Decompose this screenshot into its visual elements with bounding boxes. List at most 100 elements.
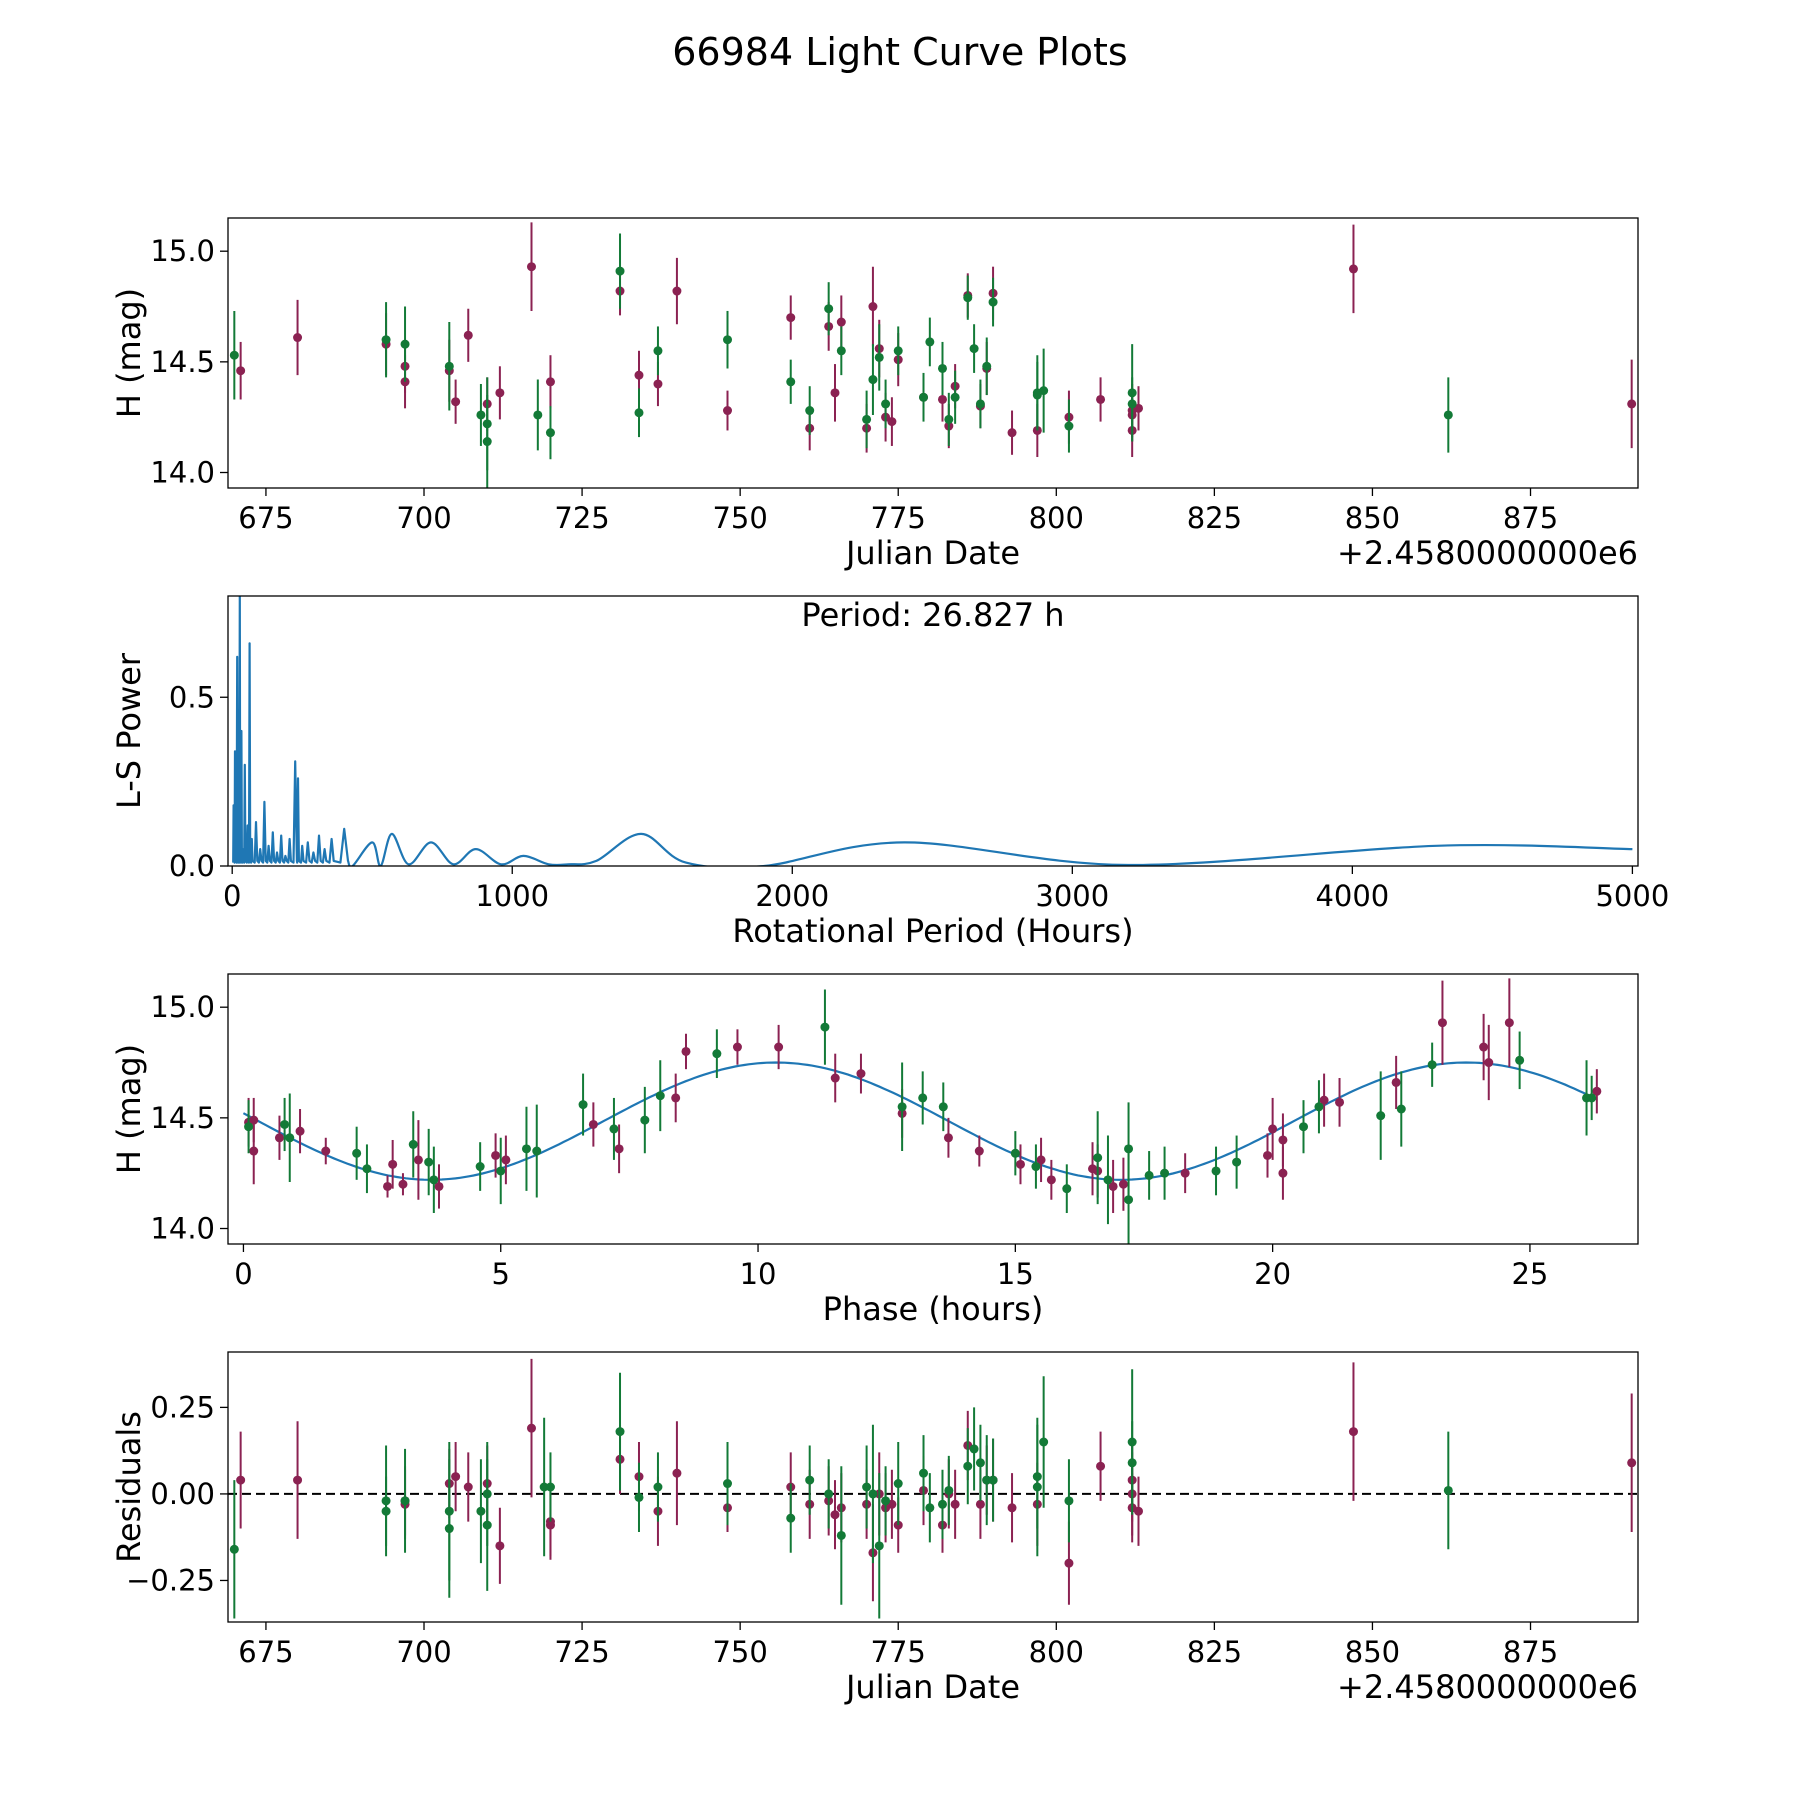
panel-lightcurve-data-point [672, 286, 682, 296]
panel-residuals-frame [227, 1351, 1639, 1623]
panel-phase-data-point [434, 1181, 444, 1191]
panel-periodogram-power-line [232, 596, 1633, 866]
panel-phase-xtick-label: 5 [492, 1257, 510, 1291]
panel-lightcurve-data-point [1007, 428, 1017, 438]
panel-lightcurve-data-point [545, 377, 555, 387]
panel-lightcurve-data-point [868, 375, 878, 385]
panel-phase-data-point [974, 1146, 984, 1156]
panel-phase-series-filter-b [244, 989, 1597, 1244]
panel-phase-data-point [943, 1133, 953, 1143]
panel-lightcurve-data-point [919, 392, 929, 402]
panel-phase-ytick-label: 15.0 [150, 990, 215, 1024]
panel-lightcurve-data-point [893, 346, 903, 356]
panel-lightcurve-frame [227, 217, 1639, 489]
panel-lightcurve-x-offset-text: +2.4580000000e6 [1337, 534, 1638, 572]
panel-lightcurve-data-point [975, 399, 985, 409]
panel-periodogram: Period: 26.827 h 0 1000 2000 3000 4000 5000 0.0… [110, 595, 1669, 950]
panel-lightcurve-data-point [830, 388, 840, 398]
panel-phase-data-point [681, 1046, 691, 1056]
panel-lightcurve-data-point [1096, 394, 1106, 404]
panel-lightcurve-data-point [937, 363, 947, 373]
panel-periodogram-xtick-label: 2000 [755, 879, 829, 913]
panel-lightcurve-data-point [723, 406, 733, 416]
panel-lightcurve-data-point [495, 388, 505, 398]
panel-lightcurve-data-point [653, 346, 663, 356]
panel-phase-data-point [1479, 1042, 1489, 1052]
panel-residuals-data-point [1064, 1558, 1074, 1568]
panel-phase-data-point [1103, 1175, 1113, 1185]
panel-phase-data-point [588, 1119, 598, 1129]
panel-residuals-xtick-label: 800 [1029, 1635, 1084, 1669]
panel-residuals: 675 700 725 750 775 800 825 850 875 −0.25 0.00 0.25… [110, 1351, 1639, 1706]
panel-residuals-data-point [444, 1506, 454, 1516]
panel-phase-model-curve [242, 1061, 1598, 1181]
panel-residuals-data-point [937, 1499, 947, 1509]
panel-periodogram-frame [227, 595, 1639, 867]
panel-phase-data-point [671, 1093, 681, 1103]
panel-phase-plot-area [242, 978, 1602, 1244]
panel-residuals-data-point [482, 1489, 492, 1499]
panel-lightcurve-data-point [887, 417, 897, 427]
panel-phase-data-point [244, 1122, 254, 1132]
panel-phase-data-point [1504, 1018, 1514, 1028]
panel-periodogram-xtick-label: 5000 [1595, 879, 1669, 913]
panel-residuals-data-point [830, 1510, 840, 1520]
panel-residuals-xtick-label: 675 [238, 1635, 293, 1669]
panel-phase-data-point [1093, 1153, 1103, 1163]
panel-phase-ytick-label: 14.0 [150, 1212, 215, 1246]
panel-phase-data-point [496, 1166, 506, 1176]
panel-lightcurve-data-point [723, 335, 733, 345]
panel-phase-data-point [1278, 1168, 1288, 1178]
panel-phase-frame [227, 973, 1639, 1245]
panel-lightcurve-ytick-label: 14.0 [150, 456, 215, 490]
panel-lightcurve-data-point [463, 330, 473, 340]
panel-residuals-xtick-label: 825 [1187, 1635, 1242, 1669]
panel-residuals-data-point [969, 1444, 979, 1454]
panel-periodogram-period-annotation: Period: 26.827 h [801, 596, 1064, 634]
panel-residuals-ytick-label: −0.25 [126, 1563, 215, 1597]
panel-lightcurve-data-point [653, 379, 663, 389]
panel-residuals-data-point [545, 1520, 555, 1530]
panel-phase-data-point [388, 1159, 398, 1169]
panel-periodogram-plot-area [232, 596, 1633, 866]
panel-lightcurve-data-point [451, 397, 461, 407]
panel-lightcurve-plot-area [229, 222, 1637, 488]
panel-lightcurve-data-point [615, 266, 625, 276]
panel-residuals-data-point [400, 1496, 410, 1506]
panel-lightcurve-xtick-label: 700 [396, 501, 451, 535]
panel-lightcurve-xtick-label: 675 [238, 501, 293, 535]
panel-lightcurve-data-point [836, 346, 846, 356]
panel-lightcurve-ytick-label: 15.0 [150, 234, 215, 268]
panel-residuals-data-point [1096, 1461, 1106, 1471]
panel-phase-data-point [897, 1102, 907, 1112]
panel-residuals-data-point [944, 1485, 954, 1495]
panel-phase-data-point [609, 1124, 619, 1134]
panel-phase-data-point [424, 1157, 434, 1167]
panel-phase-data-point [1062, 1184, 1072, 1194]
panel-residuals-xtick-label: 775 [871, 1635, 926, 1669]
panel-phase-data-point [1391, 1077, 1401, 1087]
panel-residuals-data-point [963, 1461, 973, 1471]
panel-residuals-data-point [1032, 1482, 1042, 1492]
panel-lightcurve-data-point [805, 406, 815, 416]
panel-phase-data-point [491, 1150, 501, 1160]
panel-residuals-data-point [988, 1475, 998, 1485]
panel-lightcurve-xtick-label: 850 [1345, 501, 1400, 535]
panel-phase-xtick-label: 0 [234, 1257, 252, 1291]
panel-residuals-data-point [1039, 1437, 1049, 1447]
panel-lightcurve-xlabel: Julian Date [844, 534, 1020, 572]
panel-residuals-data-point [615, 1427, 625, 1437]
panel-periodogram-xtick-label: 1000 [475, 879, 549, 913]
panel-residuals-data-point [229, 1544, 239, 1554]
panel-lightcurve-xtick-label: 750 [712, 501, 767, 535]
panel-phase-data-point [295, 1126, 305, 1136]
panel-phase-data-point [321, 1146, 331, 1156]
panel-phase-data-point [1124, 1144, 1134, 1154]
panel-phase-data-point [285, 1133, 295, 1143]
panel-residuals-data-point [451, 1472, 461, 1482]
panel-residuals-data-point [526, 1423, 536, 1433]
panel-lightcurve-data-point [444, 361, 454, 371]
panel-phase-data-point [856, 1069, 866, 1079]
panel-phase-data-point [352, 1148, 362, 1158]
